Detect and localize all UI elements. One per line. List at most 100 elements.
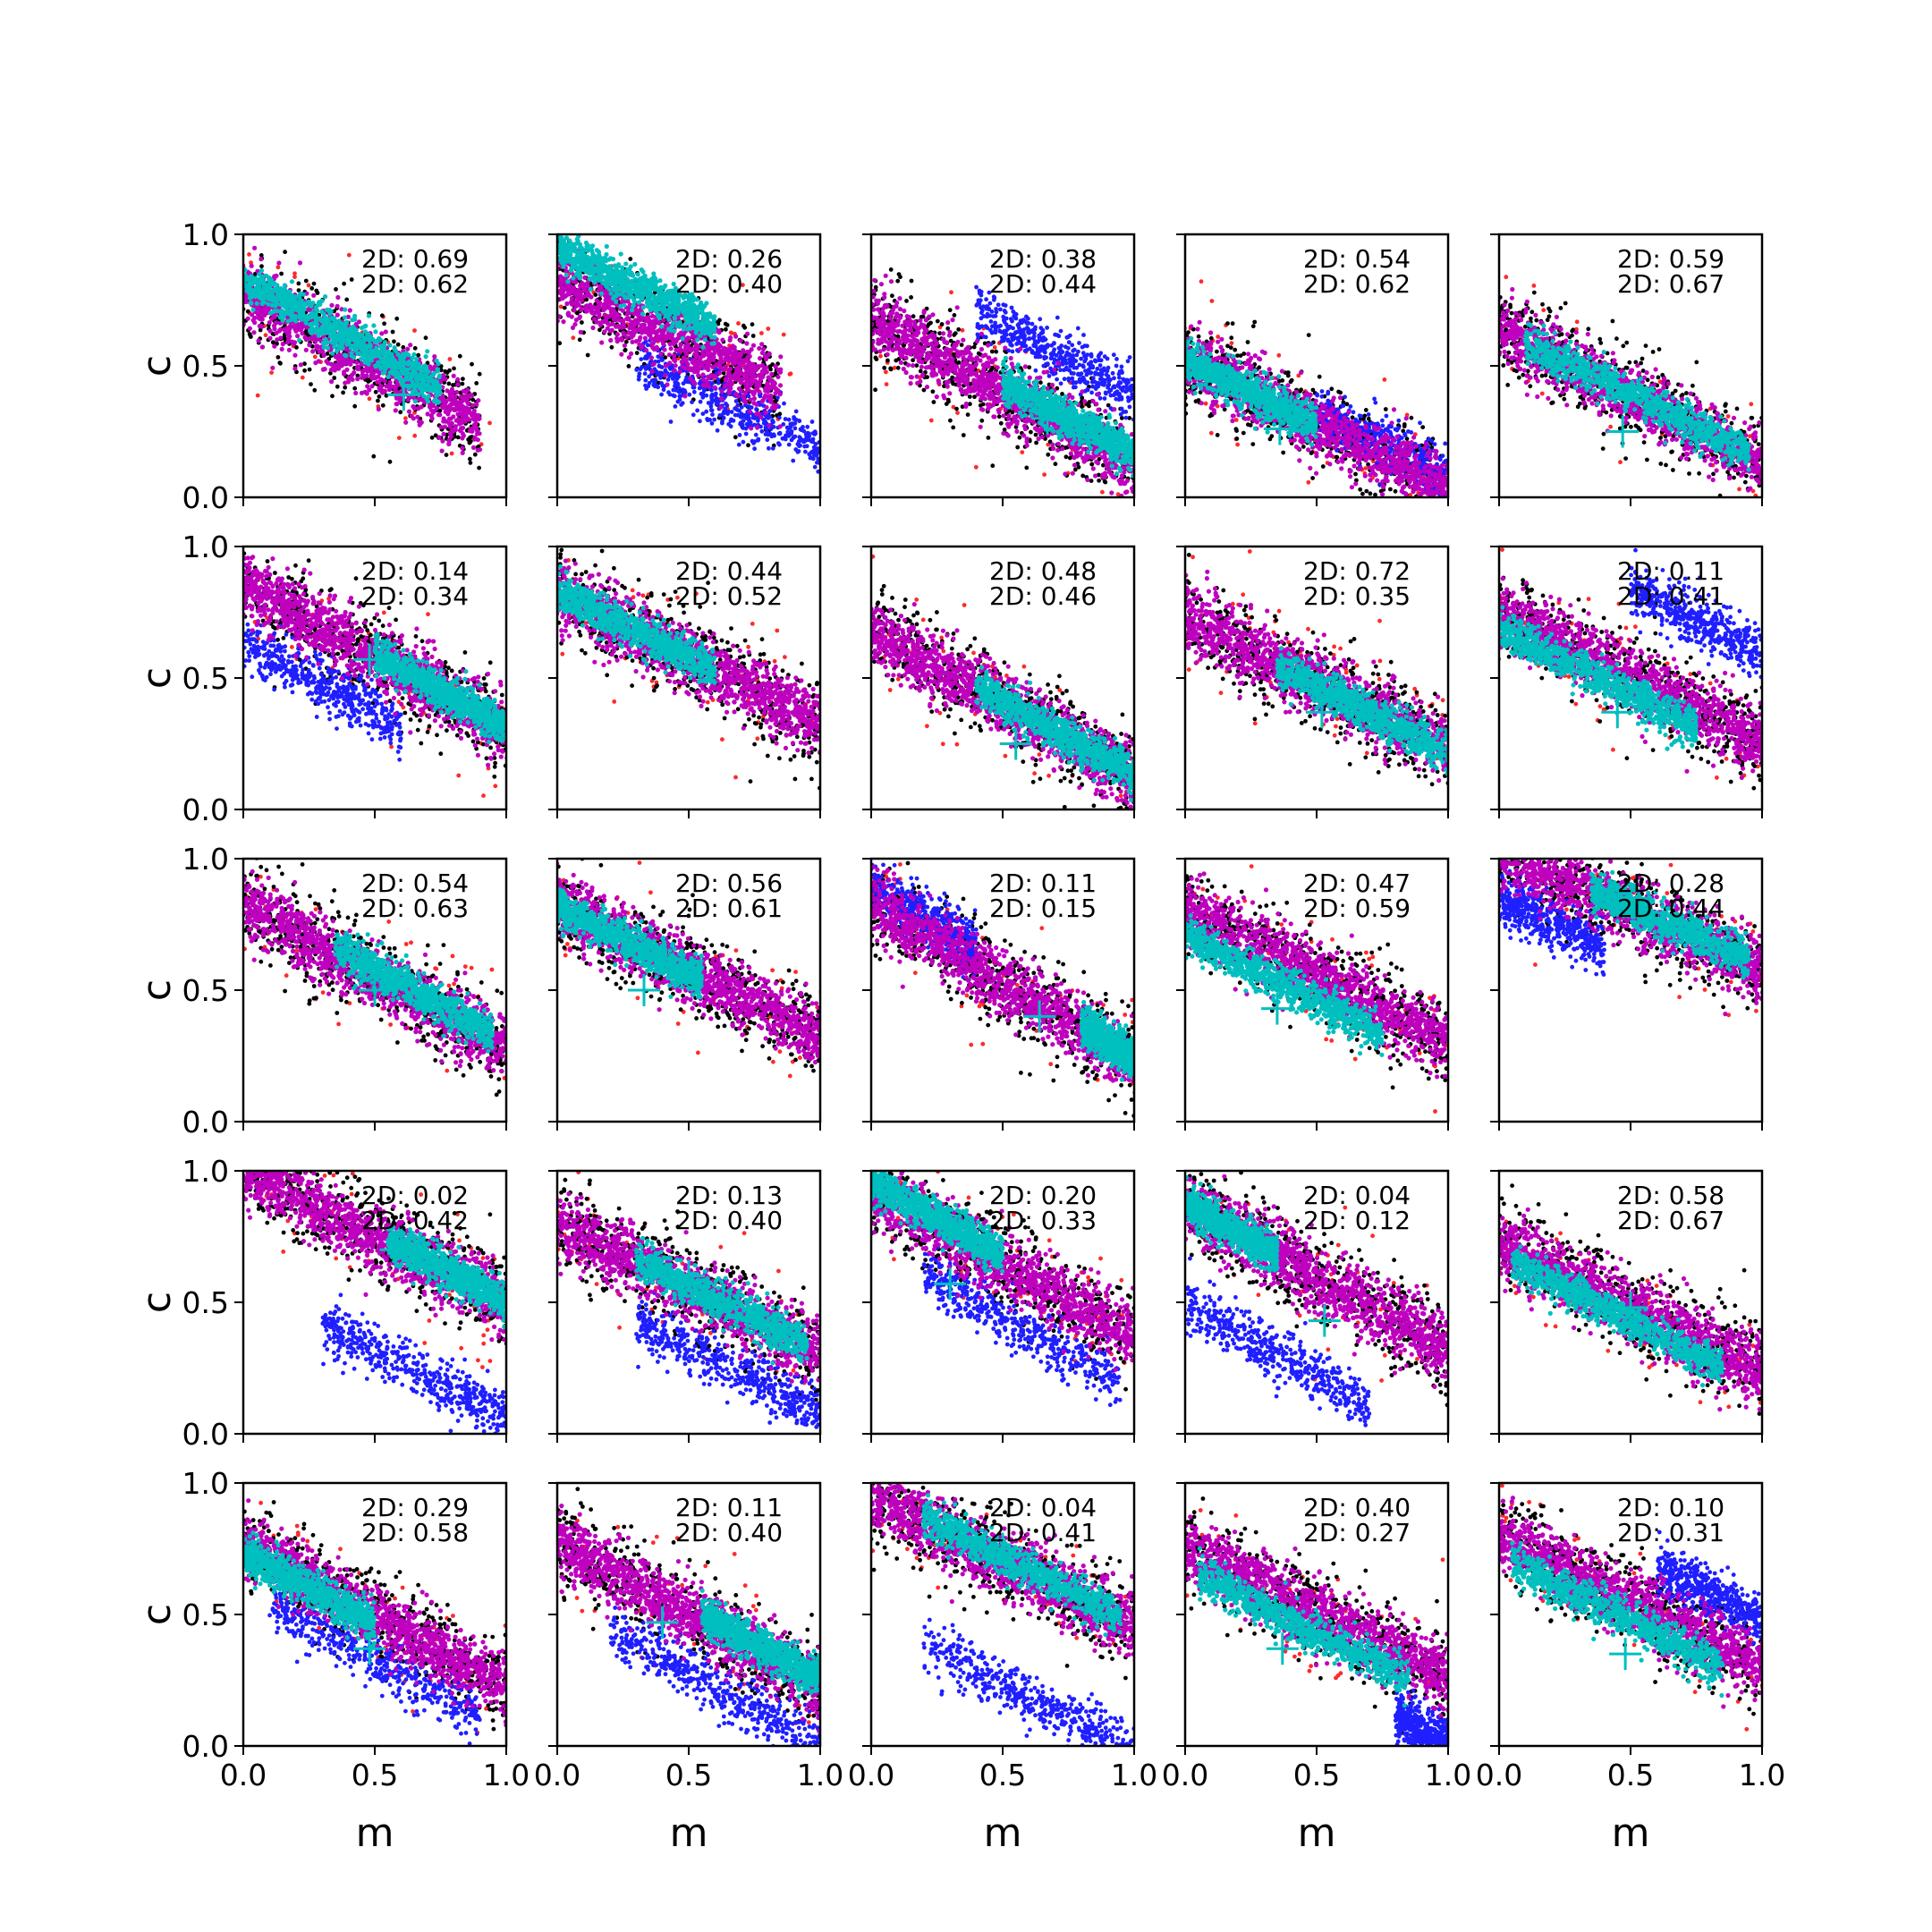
scatter-point: [465, 387, 470, 392]
scatter-point: [723, 358, 727, 362]
scatter-point: [448, 425, 453, 429]
scatter-point: [400, 368, 404, 372]
scatter-point: [672, 353, 676, 358]
scatter-point: [377, 407, 381, 411]
scatter-point: [671, 388, 675, 393]
scatter-point: [813, 431, 818, 436]
scatter-point: [638, 371, 642, 376]
scatter-point: [260, 297, 265, 301]
scatter-point: [414, 357, 419, 361]
scatter-point: [730, 381, 734, 386]
scatter-point: [561, 319, 565, 324]
scatter-point: [665, 382, 669, 386]
scatter-point: [709, 394, 714, 398]
scatter-point: [759, 342, 764, 346]
scatter-point: [294, 300, 299, 304]
scatter-point: [553, 298, 557, 302]
scatter-point: [343, 352, 347, 357]
scatter-point: [592, 311, 597, 316]
scatter-point: [442, 432, 446, 436]
scatter-point: [469, 461, 473, 465]
scatter-point: [459, 426, 463, 430]
scatter-point: [745, 332, 750, 336]
scatter-point: [422, 367, 427, 371]
scatter-point: [614, 313, 619, 318]
scatter-point: [597, 302, 602, 307]
scatter-point: [797, 435, 801, 439]
scatter-point: [452, 374, 456, 378]
scatter-point: [701, 411, 706, 416]
scatter-point: [398, 410, 402, 414]
scatter-point: [634, 368, 639, 372]
scatter-point: [309, 382, 313, 386]
scatter-point: [419, 389, 424, 394]
scatter-point: [741, 426, 745, 430]
scatter-point: [605, 301, 609, 306]
scatter-point: [747, 416, 751, 420]
scatter-point: [660, 365, 665, 369]
scatter-point: [334, 287, 338, 292]
scatter-point: [246, 317, 250, 321]
scatter-point: [238, 292, 242, 296]
scatter-point: [272, 344, 276, 349]
scatter-point: [610, 308, 614, 312]
scatter-point: [632, 262, 637, 267]
scatter-point: [570, 296, 574, 301]
scatter-point: [703, 384, 708, 388]
scatter-point: [650, 369, 655, 374]
scatter-point: [781, 436, 785, 441]
scatter-point: [733, 435, 738, 439]
scatter-point: [550, 281, 555, 285]
scatter-point: [640, 365, 644, 369]
scatter-point: [627, 364, 631, 369]
scatter-point: [335, 295, 340, 300]
scatter-point: [559, 296, 564, 301]
scatter-point: [472, 436, 477, 440]
scatter-point: [670, 336, 674, 341]
scatter-point: [405, 347, 410, 352]
scatter-point: [440, 439, 445, 444]
scatter-point: [415, 415, 419, 419]
scatter-point: [474, 381, 479, 386]
scatter-point: [739, 352, 743, 357]
scatter-point: [643, 335, 648, 340]
scatter-point: [801, 440, 806, 445]
scatter-point: [767, 352, 772, 356]
scatter-point: [260, 301, 265, 306]
scatter-point: [236, 269, 241, 274]
scatter-point: [710, 381, 715, 386]
scatter-point: [470, 398, 475, 402]
scatter-point: [552, 291, 556, 295]
scatter-point: [757, 346, 761, 351]
scatter-point: [728, 335, 733, 340]
scatter-point: [733, 392, 738, 396]
scatter-point: [741, 440, 746, 445]
scatter-point: [474, 402, 479, 407]
scatter-point: [576, 302, 580, 307]
scatter-point: [477, 466, 481, 470]
scatter-point: [751, 334, 756, 338]
scatter-point: [347, 253, 352, 258]
scatter-point: [272, 324, 276, 328]
scatter-point: [462, 389, 466, 394]
scatter-point: [348, 362, 352, 367]
scatter-point: [791, 459, 795, 463]
scatter-point: [257, 280, 261, 284]
scatter-point: [413, 346, 418, 351]
scatter-point: [376, 399, 380, 403]
scatter-point: [319, 309, 324, 314]
scatter-point: [323, 294, 327, 299]
scatter-point: [551, 289, 555, 293]
scatter-point: [671, 394, 675, 398]
scatter-point: [468, 428, 472, 433]
scatter-point: [248, 326, 252, 331]
scatter-point: [371, 454, 376, 459]
y-tick-label: 0.5: [182, 349, 229, 384]
scatter-point: [656, 385, 660, 389]
scatter-point: [359, 357, 363, 361]
scatter-point: [793, 426, 798, 430]
scatter-point: [347, 376, 352, 380]
scatter-point: [288, 290, 292, 294]
scatter-point: [454, 390, 459, 394]
scatter-point: [342, 372, 346, 377]
